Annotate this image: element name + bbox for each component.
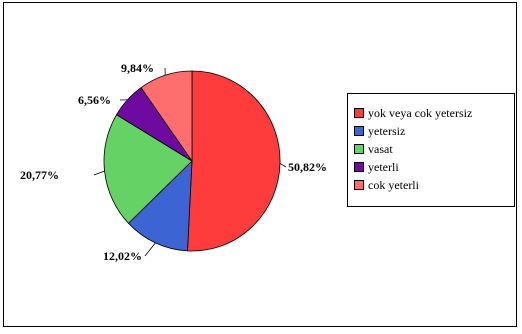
pie-slice-yok-veya-cok-yetersiz (187, 70, 281, 252)
legend-label: yok veya cok yetersiz (368, 105, 473, 120)
leader-line (93, 170, 105, 176)
legend-label: yetersiz (368, 123, 406, 138)
legend-item: yeterli (354, 158, 514, 176)
pie-slice-vasat (103, 114, 193, 224)
legend-item: yetersiz (354, 122, 514, 140)
slice-percent-label: 12,02% (103, 249, 142, 263)
slice-percent-label: 50,82% (288, 160, 327, 174)
slice-percent-label: 9,84% (121, 61, 154, 75)
slice-percent-label: 6,56% (78, 93, 111, 107)
legend-swatch (354, 144, 364, 154)
chart-legend: yok veya cok yetersiz yetersiz vasat yeterl… (347, 93, 515, 207)
legend-swatch (354, 180, 364, 190)
slice-percent-label: 20,77% (20, 168, 59, 182)
legend-swatch (354, 108, 364, 118)
legend-item: vasat (354, 140, 514, 158)
legend-label: cok yeterli (368, 177, 419, 192)
legend-swatch (354, 126, 364, 136)
legend-label: yeterli (368, 159, 399, 174)
pie-slice-yetersiz (127, 159, 193, 252)
chart-frame: 50,82% 12,02% 20,77% 6,56% 9,84% yok veya co… (3, 2, 517, 327)
legend-swatch (354, 162, 364, 172)
pie-chart: 50,82% 12,02% 20,77% 6,56% 9,84% (20, 61, 327, 263)
legend-item: cok yeterli (354, 176, 514, 194)
leader-line (279, 162, 287, 168)
legend-label: vasat (368, 141, 393, 156)
leader-line (144, 242, 156, 257)
legend-item: yok veya cok yetersiz (354, 104, 514, 122)
